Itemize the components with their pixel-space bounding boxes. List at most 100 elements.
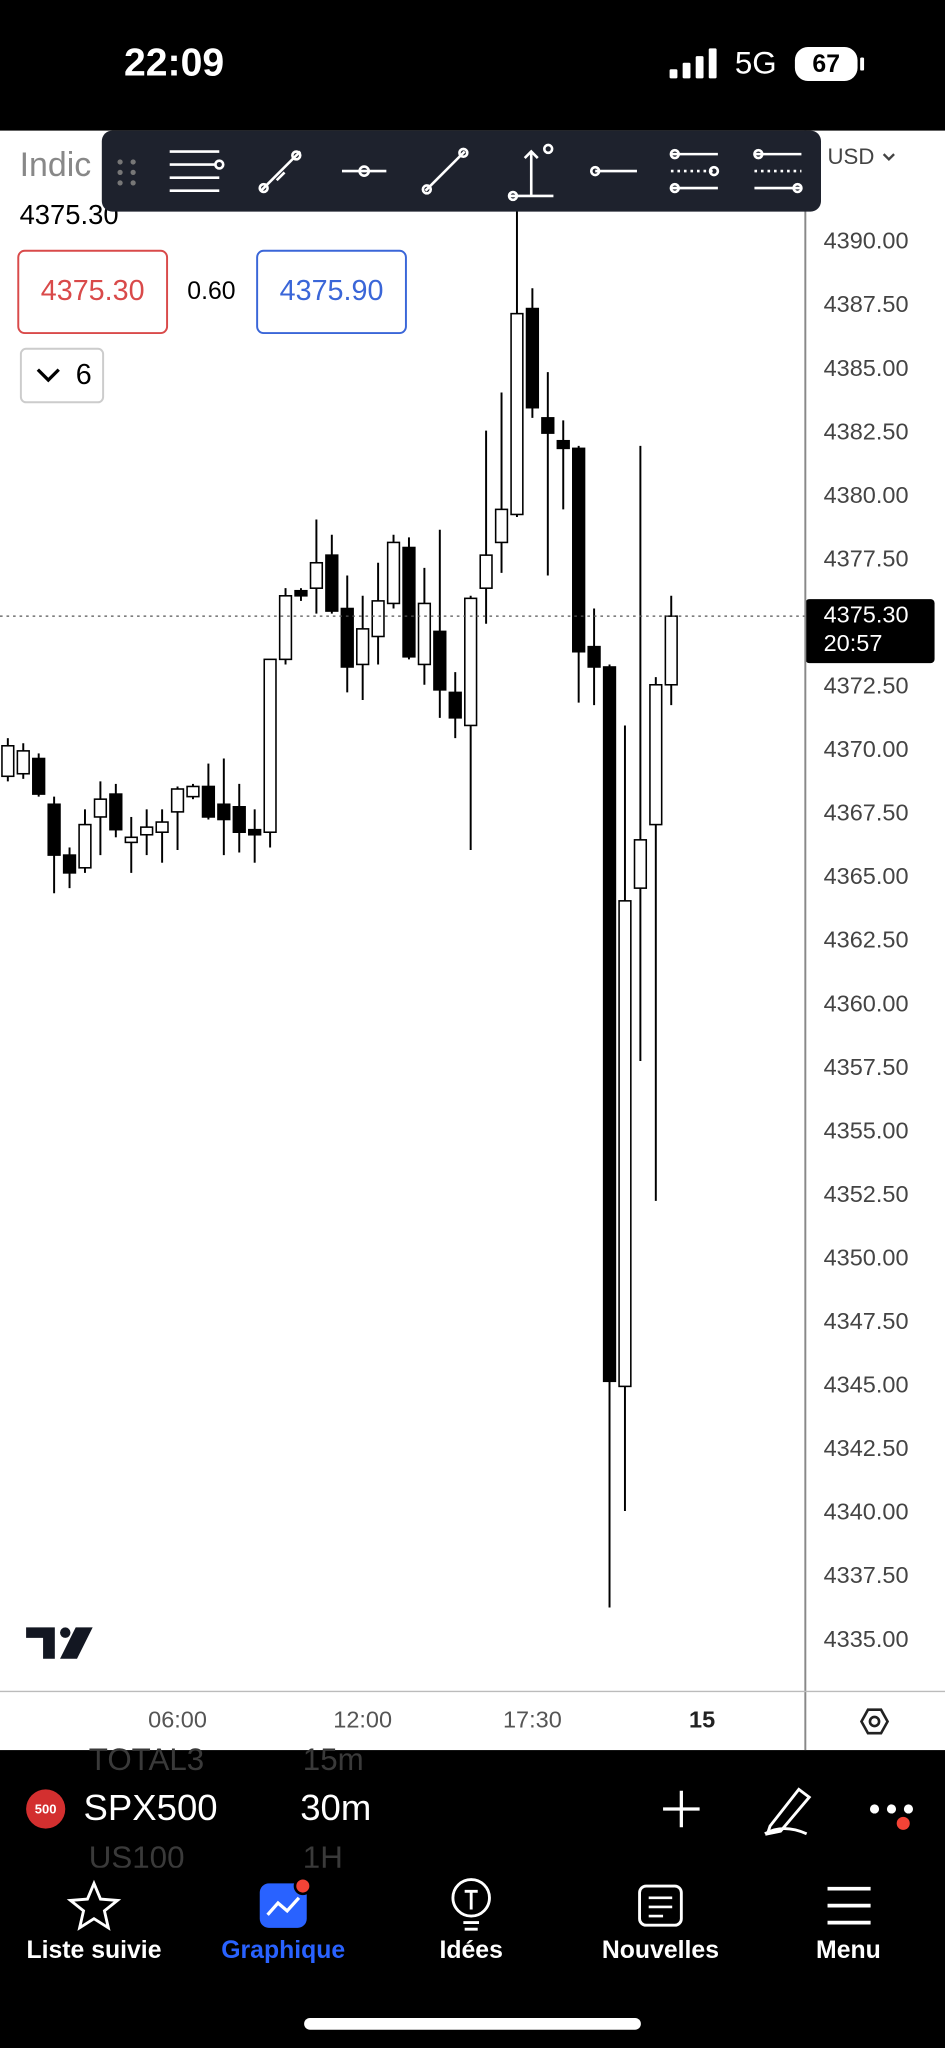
tool-trend[interactable]	[421, 147, 469, 195]
chart-icon-line	[266, 1896, 301, 1916]
tool-hline[interactable]	[341, 165, 387, 177]
chevron-icon	[36, 368, 60, 383]
interval[interactable]: 30m	[300, 1787, 371, 1828]
logo-dot	[60, 1627, 71, 1638]
symbol[interactable]: SPX500	[84, 1787, 218, 1828]
ghost-interval: 15m	[303, 1742, 364, 1777]
y-tick-label: 4380.00	[824, 482, 909, 508]
candle-body	[109, 793, 123, 831]
signal-icon	[669, 48, 717, 79]
y-tick-label: 4362.50	[824, 927, 909, 953]
y-tick-label: 4352.50	[824, 1181, 909, 1207]
candle-body	[541, 417, 555, 434]
candle-body	[448, 691, 462, 719]
candle-body	[371, 600, 385, 638]
ask-price: 4375.90	[280, 275, 384, 307]
tool-channel[interactable]	[669, 148, 720, 194]
ideas-icon[interactable]	[451, 1878, 491, 1918]
last-price: 4375.30	[20, 199, 119, 230]
chart-badge	[293, 1876, 312, 1896]
candle-body	[217, 803, 231, 821]
tab-label[interactable]: Liste suivie	[26, 1937, 161, 1964]
candle-body	[479, 554, 493, 589]
x-tick-label: 17:30	[503, 1707, 562, 1733]
candle-body	[62, 854, 77, 874]
candle-body	[294, 589, 308, 597]
tool-pitch[interactable]	[753, 148, 803, 194]
news-icon-lines	[648, 1896, 673, 1918]
tool-hray[interactable]	[589, 165, 637, 177]
news-icon[interactable]	[638, 1884, 683, 1927]
candle-body	[78, 823, 92, 869]
candle-body	[417, 602, 432, 666]
current-price-label: 4375.30	[824, 601, 909, 627]
symbol-title: Indic	[20, 146, 92, 184]
ghost-symbol: TOTAL3	[89, 1742, 204, 1777]
y-tick-label: 4365.00	[824, 863, 909, 889]
bid-price: 4375.30	[41, 275, 145, 307]
clock: 22:09	[124, 42, 224, 85]
candle-body	[433, 630, 447, 691]
y-tick-label: 4377.50	[824, 545, 909, 571]
tool-range[interactable]	[507, 143, 554, 202]
x-tick-label: 12:00	[333, 1707, 392, 1733]
candle-body	[1, 745, 15, 778]
y-tick-label: 4367.50	[824, 800, 909, 826]
candle-body	[649, 683, 663, 826]
y-tick-label: 4347.50	[824, 1308, 909, 1334]
price-axis: 4335.00 4337.50 4340.00 4342.50 4345.00 4347.…	[805, 228, 935, 1652]
candle-body	[16, 750, 30, 775]
y-tick-label: 4355.00	[824, 1117, 909, 1143]
candles	[0, 209, 806, 1608]
tab-label[interactable]: Idées	[439, 1937, 502, 1964]
x-tick-label: 15	[689, 1707, 715, 1733]
y-tick-label: 4382.50	[824, 418, 909, 444]
indicators-toggle[interactable]	[19, 347, 105, 404]
sell-button[interactable]	[17, 249, 169, 335]
candle-body	[155, 821, 169, 834]
candle-body	[47, 803, 61, 856]
candle-body	[402, 546, 416, 658]
symbol-bar	[0, 1750, 945, 1868]
battery	[794, 47, 858, 81]
candle-body	[32, 757, 46, 795]
tool-fib[interactable]	[169, 150, 225, 192]
candle-body	[618, 900, 632, 1388]
candle-body	[232, 806, 246, 834]
countdown-label: 20:57	[824, 630, 883, 656]
candle-body	[263, 658, 277, 834]
y-tick-label: 4360.00	[824, 990, 909, 1016]
candle-body	[556, 439, 570, 450]
symbol-badge	[26, 1789, 66, 1829]
y-tick-label: 4335.00	[824, 1626, 909, 1652]
watchlist-icon[interactable]	[66, 1879, 122, 1931]
indicators-count: 6	[76, 359, 92, 391]
y-tick-label: 4342.50	[824, 1435, 909, 1461]
current-price-box	[805, 599, 935, 664]
candle-body	[494, 508, 509, 544]
more-button[interactable]	[869, 1804, 914, 1830]
drawing-toolbar	[101, 130, 822, 212]
candle-body	[170, 788, 185, 813]
y-tick-label: 4372.50	[824, 673, 909, 699]
buy-button[interactable]	[256, 249, 407, 335]
tab-label[interactable]: Graphique	[221, 1937, 345, 1964]
y-tick-label: 4370.00	[824, 736, 909, 762]
tool-ray[interactable]	[258, 150, 302, 194]
candle-body	[201, 785, 216, 818]
tab-label[interactable]: Menu	[816, 1937, 881, 1964]
symbol-badge-text: 500	[35, 1802, 57, 1817]
candle-body	[633, 839, 648, 889]
candle-body	[309, 561, 324, 589]
draw-button[interactable]	[764, 1787, 812, 1836]
candle-body	[664, 615, 678, 686]
add-button[interactable]	[663, 1790, 700, 1828]
chart-background	[0, 130, 945, 1751]
battery-tip	[860, 57, 865, 71]
settings-icon[interactable]	[859, 1708, 890, 1735]
y-tick-label: 4357.50	[824, 1054, 909, 1080]
candle-body	[93, 798, 108, 818]
tab-label[interactable]: Nouvelles	[602, 1937, 719, 1964]
y-tick-label: 4340.00	[824, 1499, 909, 1525]
menu-icon[interactable]	[827, 1886, 871, 1925]
